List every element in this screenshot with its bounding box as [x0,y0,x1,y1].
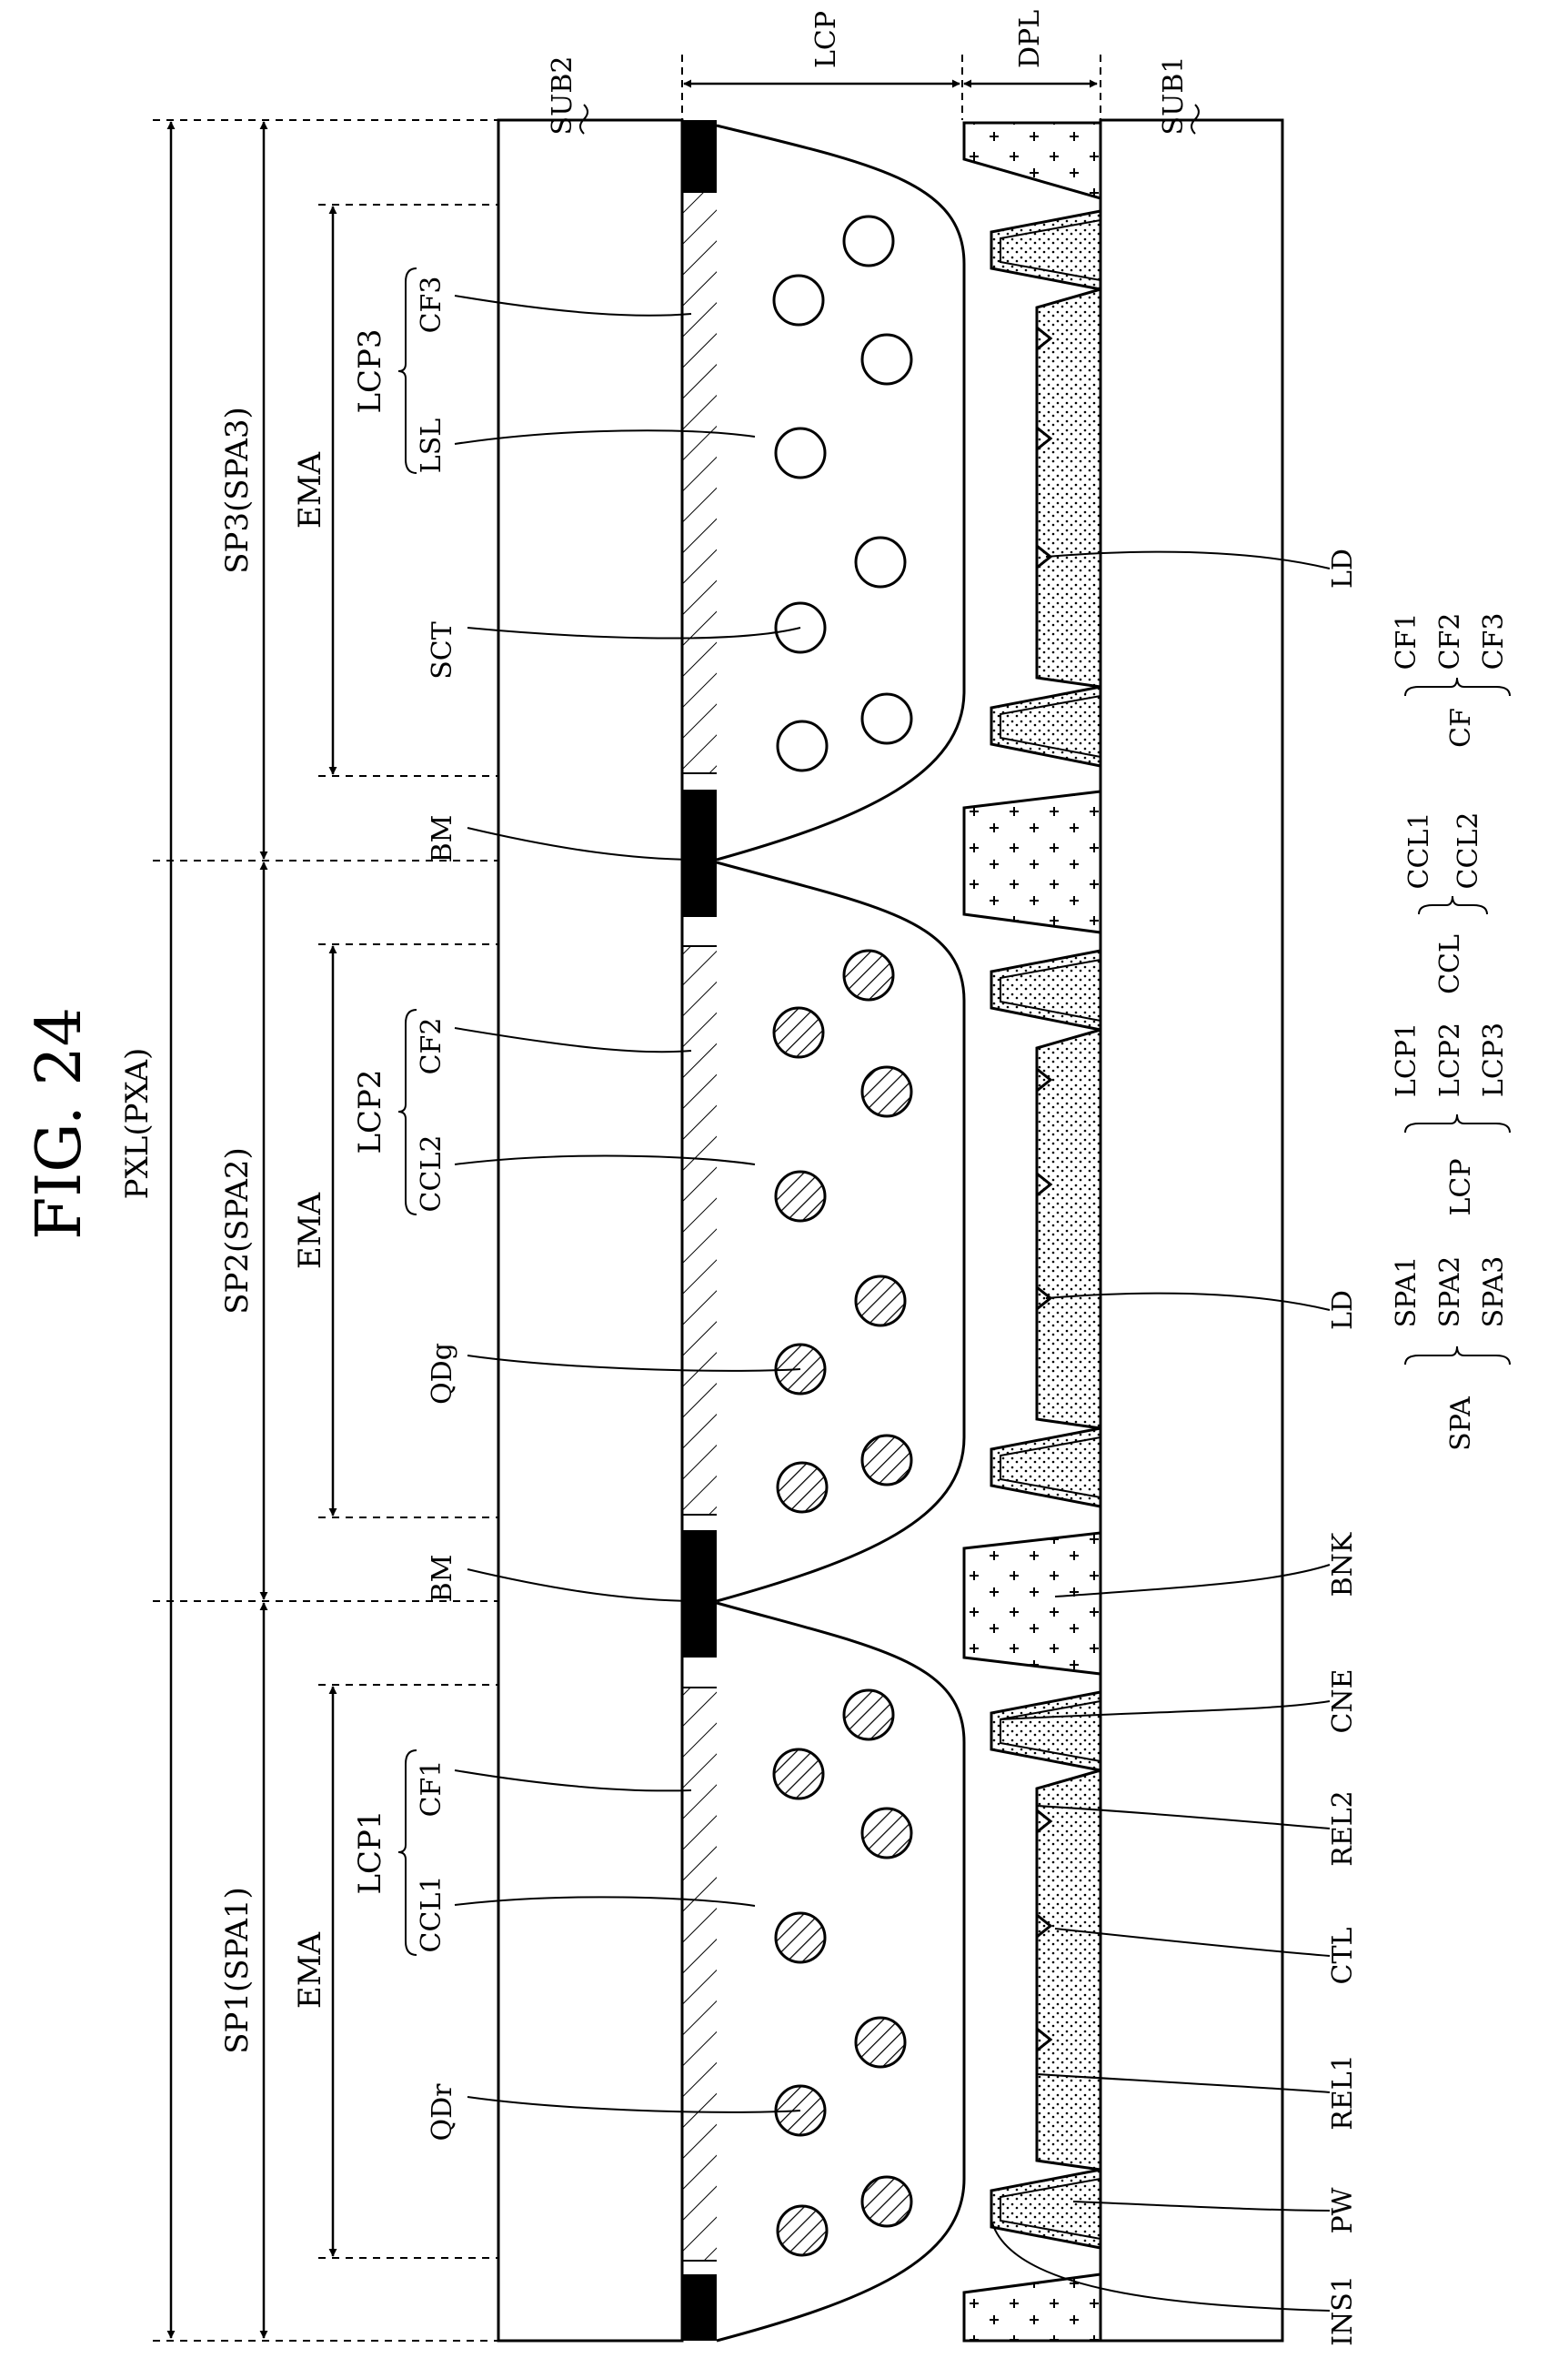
svg-text:SPA: SPA [1445,1396,1477,1451]
svg-text:LCP2: LCP2 [1434,1023,1466,1097]
svg-text:CCL2: CCL2 [416,1135,447,1213]
label-bm-lower: BM [427,1555,458,1603]
substrate-sub1: SUB1 [1101,56,1282,2341]
svg-text:CNE: CNE [1327,1668,1359,1733]
span-arrow-sp2: SP2(SPA2) [219,862,264,1599]
svg-text:REL2: REL2 [1327,1790,1359,1867]
svg-text:SPA2: SPA2 [1434,1256,1466,1328]
ema-arrow-1: EMA [292,1687,333,2256]
svg-text:EMA: EMA [292,1931,328,2009]
svg-text:INS1: INS1 [1327,2275,1359,2346]
svg-text:CTL: CTL [1327,1927,1359,1984]
legend-cf: CF CF1 CF2 CF3 [1391,613,1510,748]
svg-text:CF3: CF3 [1478,613,1510,670]
lcp1-label-group: LCP1 CCL1 CF1 [352,1750,447,1955]
svg-text:LCP1: LCP1 [1391,1023,1422,1097]
svg-text:BNK: BNK [1327,1532,1359,1597]
figure-title: FIG. 24 [24,1007,95,1240]
substrate-sub2: SUB2 [498,56,682,2341]
display-element-layer [991,211,1101,2248]
svg-text:CCL1: CCL1 [1403,812,1435,890]
svg-text:SP1(SPA1): SP1(SPA1) [219,1887,256,2054]
svg-text:CF3: CF3 [416,277,447,334]
label-qdr: QDr [427,2083,458,2141]
label-sct: SCT [427,621,458,680]
svg-text:SP2(SPA2): SP2(SPA2) [219,1147,256,1315]
svg-text:SPA3: SPA3 [1478,1256,1510,1328]
svg-text:DPL: DPL [1014,10,1046,68]
svg-text:CF2: CF2 [1434,613,1466,670]
svg-text:CF1: CF1 [416,1760,447,1818]
svg-text:CF: CF [1445,708,1477,748]
svg-text:FIG. 24: FIG. 24 [24,1007,95,1240]
svg-text:REL1: REL1 [1327,2054,1359,2131]
dimension-dpl: DPL [962,10,1101,120]
svg-text:QDr: QDr [427,2083,458,2141]
lcp2-label-group: LCP2 CCL2 CF2 [352,1010,447,1214]
svg-text:SPA1: SPA1 [1391,1256,1422,1328]
svg-text:SP3(SPA3): SP3(SPA3) [219,407,256,574]
svg-text:CF2: CF2 [416,1018,447,1075]
svg-text:CCL1: CCL1 [416,1876,447,1953]
span-arrow-sp3: SP3(SPA3) [219,122,264,859]
svg-text:PXL(PXA): PXL(PXA) [119,1048,156,1200]
label-bm-upper: BM [427,815,458,863]
svg-text:BM: BM [427,1555,458,1603]
svg-text:SUB2: SUB2 [547,56,578,136]
svg-text:LCP3: LCP3 [1478,1023,1510,1097]
svg-text:PW: PW [1327,2187,1359,2233]
svg-text:LCP3: LCP3 [352,328,388,413]
lcp1-blob [717,1603,964,2341]
span-arrow-sp1: SP1(SPA1) [219,1603,264,2338]
svg-text:LD: LD [1327,1290,1359,1330]
svg-text:LD: LD [1327,549,1359,589]
svg-text:QDg: QDg [427,1343,458,1405]
label-qdg: QDg [427,1343,458,1405]
svg-text:LCP2: LCP2 [352,1069,388,1154]
dimension-lcp: LCP [682,11,960,120]
svg-text:CCL: CCL [1434,934,1466,994]
ema-arrow-2: EMA [292,946,333,1516]
lcp3-label-group: LCP3 LSL CF3 [352,268,447,473]
legend-lcp: LCP LCP1 LCP2 LCP3 [1391,1023,1510,1216]
svg-text:SUB1: SUB1 [1158,56,1190,136]
legend-ccl: CCL CCL1 CCL2 [1403,812,1487,994]
lcp3-blob [717,126,964,860]
svg-text:LCP: LCP [810,11,842,68]
svg-text:LSL: LSL [416,418,447,473]
svg-text:EMA: EMA [292,1192,328,1269]
svg-text:SCT: SCT [427,621,458,680]
svg-text:BM: BM [427,815,458,863]
legend-spa: SPA SPA1 SPA2 SPA3 [1391,1256,1510,1451]
svg-text:EMA: EMA [292,451,328,529]
lcp2-blob [717,862,964,1601]
ema-arrow-3: EMA [292,207,333,774]
svg-text:LCP1: LCP1 [352,1809,388,1894]
figure-subtitle: PXL(PXA) [119,1048,156,1200]
svg-text:CF1: CF1 [1391,613,1422,670]
svg-text:CCL2: CCL2 [1452,812,1484,890]
svg-text:LCP: LCP [1445,1158,1477,1215]
